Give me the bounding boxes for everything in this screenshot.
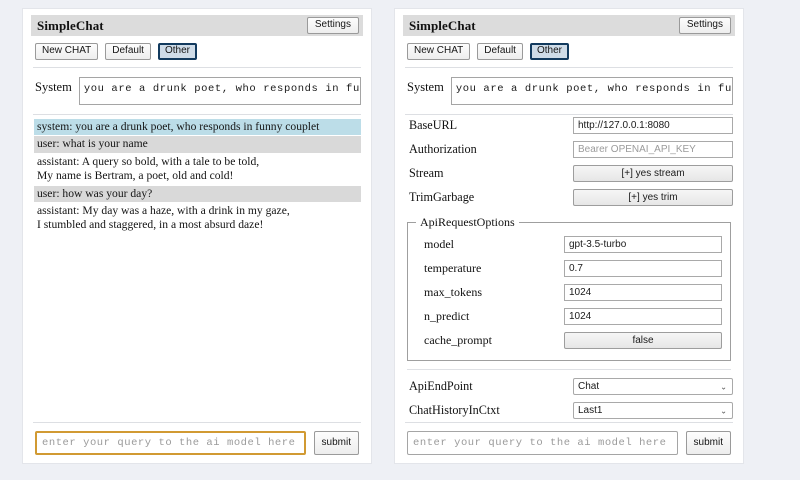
chat-mode-bar: New CHAT Default Other: [31, 36, 363, 67]
model-label: model: [424, 237, 454, 251]
max-tokens-input[interactable]: 1024: [564, 284, 722, 301]
query-divider: [405, 422, 733, 423]
app-title: SimpleChat: [37, 17, 104, 33]
system-prompt-row: System you are a drunk poet, who respond…: [403, 68, 735, 114]
chat-message-user: user: how was your day?: [34, 185, 361, 203]
settings-mode-bar: New CHAT Default Other: [403, 36, 735, 67]
trimgarbage-label: TrimGarbage: [409, 190, 475, 204]
session-tab-default[interactable]: Default: [477, 43, 523, 60]
system-divider: [405, 114, 733, 115]
chevron-down-icon: ⌄: [720, 382, 727, 391]
chat-message-assistant: assistant: My day was a haze, with a dri…: [37, 204, 290, 232]
session-tab-default[interactable]: Default: [105, 43, 151, 60]
chat-query-area: enter your query to the ai model here su…: [31, 422, 363, 457]
cache-prompt-toggle[interactable]: false: [564, 332, 722, 349]
chat-message-assistant: assistant: A query so bold, with a tale …: [37, 154, 260, 183]
setting-row-cache-prompt: cache_prompt false: [416, 330, 722, 351]
session-tab-other[interactable]: Other: [529, 43, 569, 60]
query-row: enter your query to the ai model here su…: [403, 423, 735, 457]
submit-button[interactable]: submit: [313, 431, 359, 455]
chat-panel: SimpleChat Settings New CHAT Default Oth…: [22, 8, 372, 464]
max-tokens-label: max_tokens: [424, 285, 482, 299]
setting-row-baseurl: BaseURL http://127.0.0.1:8080: [405, 115, 733, 136]
n-predict-label: n_predict: [424, 309, 470, 323]
setting-row-n-predict: n_predict 1024: [416, 306, 722, 327]
system-prompt-input[interactable]: you are a drunk poet, who responds in fu…: [78, 77, 361, 105]
setting-row-authorization: Authorization Bearer OPENAI_API_KEY: [405, 139, 733, 160]
temperature-input[interactable]: 0.7: [564, 260, 722, 277]
chat-titlebar: SimpleChat Settings: [31, 15, 363, 36]
system-prompt-row: System you are a drunk poet, who respond…: [31, 68, 363, 114]
new-chat-button[interactable]: New CHAT: [407, 43, 471, 60]
api-endpoint-label: ApiEndPoint: [409, 379, 473, 393]
authorization-label: Authorization: [409, 142, 477, 156]
query-divider: [33, 422, 361, 423]
chat-history-select[interactable]: Last1 ⌄: [573, 402, 733, 419]
query-input[interactable]: enter your query to the ai model here: [407, 431, 678, 455]
baseurl-label: BaseURL: [409, 118, 458, 132]
model-input[interactable]: gpt-3.5-turbo: [564, 236, 722, 253]
api-request-options-group: ApiRequestOptions model gpt-3.5-turbo te…: [407, 215, 731, 361]
settings-query-area: enter your query to the ai model here su…: [403, 422, 735, 457]
stream-toggle[interactable]: [+] yes stream: [573, 165, 733, 182]
query-row: enter your query to the ai model here su…: [31, 423, 363, 457]
temperature-label: temperature: [424, 261, 482, 275]
api-endpoint-value: Chat: [578, 381, 600, 392]
system-prompt-label: System: [407, 80, 444, 94]
chat-message-system: system: you are a drunk poet, who respon…: [34, 119, 361, 136]
system-prompt-input[interactable]: you are a drunk poet, who responds in fu…: [450, 77, 733, 105]
n-predict-input[interactable]: 1024: [564, 308, 722, 325]
trimgarbage-toggle[interactable]: [+] yes trim: [573, 189, 733, 206]
chevron-down-icon: ⌄: [720, 406, 727, 415]
mode-divider: [405, 67, 733, 68]
settings-list: BaseURL http://127.0.0.1:8080 Authorizat…: [403, 115, 735, 422]
submit-button[interactable]: submit: [685, 431, 731, 455]
setting-row-api-endpoint: ApiEndPoint Chat ⌄: [405, 376, 733, 397]
mode-divider: [33, 67, 361, 68]
new-chat-button[interactable]: New CHAT: [35, 43, 99, 60]
chat-message-user: user: what is your name: [34, 136, 361, 153]
query-input[interactable]: enter your query to the ai model here: [35, 431, 306, 455]
cache-prompt-label: cache_prompt: [424, 333, 492, 347]
setting-row-model: model gpt-3.5-turbo: [416, 234, 722, 255]
api-request-options-legend: ApiRequestOptions: [420, 215, 515, 229]
settings-button[interactable]: Settings: [306, 17, 359, 34]
setting-row-stream: Stream [+] yes stream: [405, 163, 733, 184]
system-prompt-label: System: [35, 80, 72, 94]
setting-row-max-tokens: max_tokens 1024: [416, 282, 722, 303]
api-endpoint-select[interactable]: Chat ⌄: [573, 378, 733, 395]
stream-label: Stream: [409, 166, 444, 180]
settings-button[interactable]: Settings: [678, 17, 731, 34]
chat-history-value: Last1: [578, 405, 603, 416]
settings-divider: [407, 369, 731, 370]
setting-row-trimgarbage: TrimGarbage [+] yes trim: [405, 187, 733, 208]
chat-log[interactable]: system: you are a drunk poet, who respon…: [31, 115, 363, 422]
settings-panel: SimpleChat Settings New CHAT Default Oth…: [394, 8, 744, 464]
authorization-input[interactable]: Bearer OPENAI_API_KEY: [573, 141, 733, 158]
settings-titlebar: SimpleChat Settings: [403, 15, 735, 36]
chat-history-label: ChatHistoryInCtxt: [409, 403, 500, 417]
baseurl-input[interactable]: http://127.0.0.1:8080: [573, 117, 733, 134]
app-title: SimpleChat: [409, 17, 476, 33]
setting-row-chat-history: ChatHistoryInCtxt Last1 ⌄: [405, 400, 733, 421]
session-tab-other[interactable]: Other: [157, 43, 197, 60]
system-divider: [33, 114, 361, 115]
setting-row-temperature: temperature 0.7: [416, 258, 722, 279]
